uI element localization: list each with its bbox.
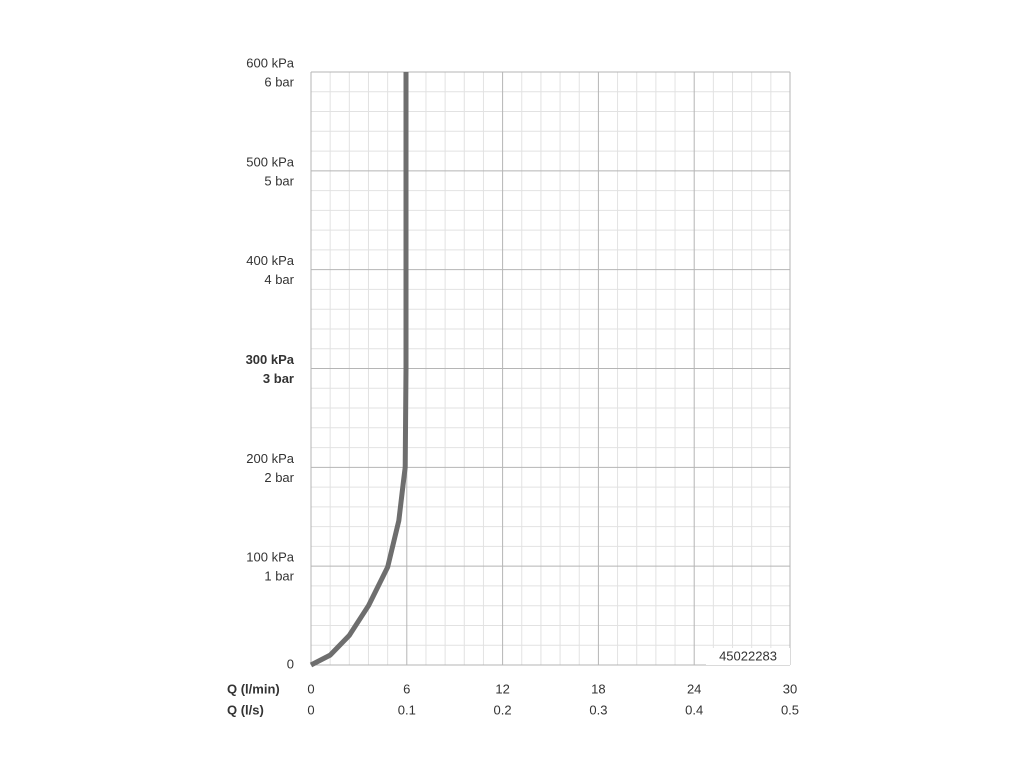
x-tick-label: 6 [403,681,410,696]
annotation: 45022283 [719,648,777,663]
y-tick-label: 0 [287,656,294,671]
y-tick-label: 500 kPa [246,154,294,169]
y-tick-secondary-label: 6 bar [264,74,294,89]
x2-tick-label: 0.2 [494,702,512,717]
x2-tick-label: 0.4 [685,702,703,717]
line-series [309,72,409,668]
y-tick-label: 300 kPa [246,352,295,367]
x-tick-label: 12 [495,681,509,696]
y-tick-label: 600 kPa [246,55,294,70]
y-tick-label: 200 kPa [246,451,294,466]
x2-tick-label: 0 [307,702,314,717]
y-tick-secondary-label: 5 bar [264,173,294,188]
x2-axis-label: Q (l/s) [227,702,264,717]
y-tick-secondary-label: 1 bar [264,569,294,584]
y-tick-secondary-label: 3 bar [263,371,294,386]
y-tick-secondary-label: 4 bar [264,272,294,287]
x-tick-label: 0 [307,681,314,696]
y-tick-label: 100 kPa [246,550,294,565]
x2-tick-label: 0.1 [398,702,416,717]
x-axis-label: Q (l/min) [227,681,280,696]
y-tick-secondary-label: 2 bar [264,470,294,485]
x2-tick-label: 0.5 [781,702,799,717]
x-tick-label: 24 [687,681,701,696]
x-tick-label: 30 [783,681,797,696]
x2-tick-label: 0.3 [589,702,607,717]
y-tick-label: 400 kPa [246,253,294,268]
x-tick-label: 18 [591,681,605,696]
annotation-bg [706,648,790,665]
